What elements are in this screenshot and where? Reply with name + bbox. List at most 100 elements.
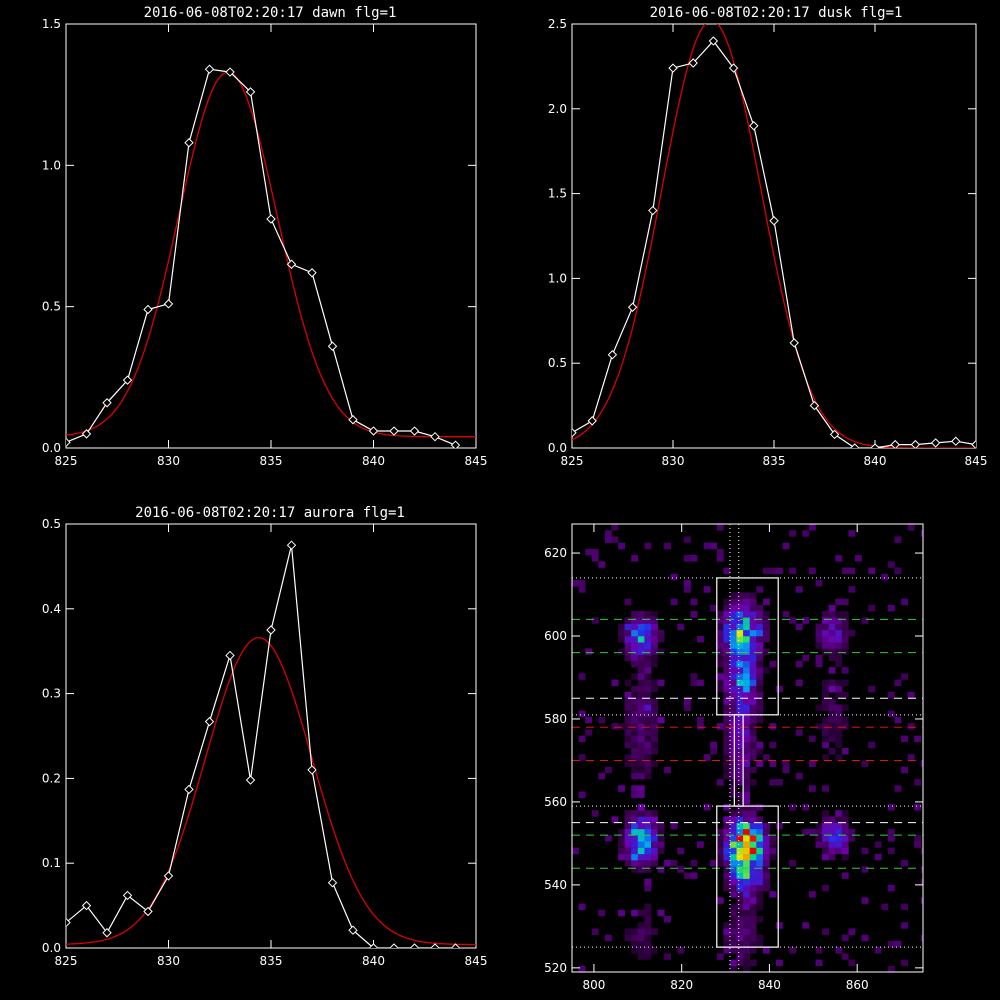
heatmap-cell xyxy=(631,835,639,842)
heatmap-cell xyxy=(730,965,737,972)
heatmap-cell xyxy=(730,629,737,637)
heatmap-cell xyxy=(730,716,737,724)
heatmap-cell xyxy=(723,772,731,780)
heatmap-cell xyxy=(822,785,829,792)
heatmap-cell xyxy=(822,828,829,836)
heatmap-cell xyxy=(730,604,737,612)
heatmap-cell xyxy=(762,667,770,674)
heatmap-cell xyxy=(782,611,790,618)
panel-1-data-point xyxy=(749,121,759,131)
heatmap-cell xyxy=(604,766,612,774)
heatmap-cell xyxy=(743,828,750,836)
panel-0-data-point xyxy=(348,415,358,425)
heatmap-cell xyxy=(651,617,658,624)
heatmap-cell xyxy=(756,940,764,948)
panel-0-data-point xyxy=(163,299,174,309)
heatmap-cell xyxy=(611,679,619,687)
heatmap-cell xyxy=(644,909,652,917)
heatmap-cell xyxy=(637,685,645,693)
heatmap-cell xyxy=(631,710,639,718)
heatmap-cell xyxy=(795,729,803,736)
heatmap-cell xyxy=(624,847,632,855)
heatmap-cell xyxy=(743,698,750,705)
heatmap-cell xyxy=(618,841,625,848)
heatmap-cell xyxy=(631,729,639,736)
heatmap-cell xyxy=(743,953,750,960)
heatmap-cell xyxy=(789,567,797,575)
heatmap-cell xyxy=(828,611,836,618)
heatmap-cell xyxy=(730,654,737,662)
heatmap-cell xyxy=(683,586,691,593)
heatmap-cell xyxy=(683,580,691,587)
heatmap-cell xyxy=(604,536,612,543)
heatmap-cell xyxy=(657,828,665,836)
panel-2-xtick-label: 835 xyxy=(260,954,283,968)
heatmap-cell xyxy=(644,810,652,817)
panel-1-data-point xyxy=(648,205,658,216)
heatmap-cell xyxy=(716,673,724,680)
heatmap-cell xyxy=(848,928,856,935)
heatmap-cell xyxy=(730,673,737,680)
heatmap-cell xyxy=(756,748,764,755)
heatmap-cell xyxy=(716,897,724,904)
heatmap-cell xyxy=(762,623,770,631)
heatmap-cell xyxy=(637,741,645,749)
heatmap-cell xyxy=(651,698,658,705)
heatmap-cell xyxy=(835,741,843,749)
heatmap-cell xyxy=(749,835,757,842)
heatmap-cell xyxy=(644,716,652,724)
heatmap-cell xyxy=(723,729,731,736)
heatmap-cell xyxy=(776,922,783,929)
selection-box xyxy=(716,577,779,716)
heatmap-cell xyxy=(664,916,671,923)
heatmap-cell xyxy=(618,636,625,643)
heatmap-cell xyxy=(769,847,777,855)
heatmap-cell xyxy=(749,940,757,948)
heatmap-cell xyxy=(723,760,731,767)
heatmap-cell xyxy=(828,723,836,730)
heatmap-cell xyxy=(894,536,902,543)
heatmap-cell xyxy=(795,679,803,687)
heatmap-cell xyxy=(736,791,744,799)
panel-0-xtick-label: 845 xyxy=(465,454,488,468)
heatmap-cell xyxy=(716,654,724,662)
panel-2-ytick-label: 0.4 xyxy=(42,602,61,616)
heatmap-cell xyxy=(637,710,645,718)
panel-1-data-point xyxy=(607,350,618,360)
heatmap-cell xyxy=(637,804,645,811)
heatmap-cell xyxy=(730,816,737,823)
heatmap-cell xyxy=(736,592,744,599)
heatmap-cell xyxy=(624,648,632,655)
heatmap-cell xyxy=(756,716,764,724)
heatmap-cell xyxy=(802,922,810,929)
heatmap-cell xyxy=(631,754,639,761)
heatmap-cell xyxy=(749,766,757,774)
heatmap-cell xyxy=(723,636,731,643)
heatmap-cell xyxy=(756,934,764,942)
heatmap-cell xyxy=(835,716,843,724)
panel-3-xtick-label: 800 xyxy=(582,978,605,992)
heatmap-cell xyxy=(578,580,586,587)
panel-0-xtick-label: 840 xyxy=(362,454,385,468)
heatmap-cell xyxy=(835,617,843,624)
heatmap-cell xyxy=(782,766,790,774)
heatmap-cell xyxy=(756,611,764,618)
heatmap-cell xyxy=(644,660,652,668)
heatmap-cell xyxy=(736,710,744,718)
heatmap-cell xyxy=(749,723,757,730)
heatmap-cell xyxy=(769,853,777,861)
heatmap-cell xyxy=(730,841,737,848)
panel-1-data-point xyxy=(951,436,961,446)
heatmap-cell xyxy=(749,716,757,724)
heatmap-cell xyxy=(644,648,652,655)
heatmap-cell xyxy=(841,617,849,624)
heatmap-cell xyxy=(743,822,750,830)
heatmap-cell xyxy=(637,835,645,842)
heatmap-cell xyxy=(637,617,645,624)
heatmap-cell xyxy=(749,822,757,830)
heatmap-cell xyxy=(756,698,764,705)
heatmap-cell xyxy=(723,660,731,668)
heatmap-cell xyxy=(789,947,797,954)
heatmap-cell xyxy=(637,822,645,830)
heatmap-cell xyxy=(631,660,639,668)
